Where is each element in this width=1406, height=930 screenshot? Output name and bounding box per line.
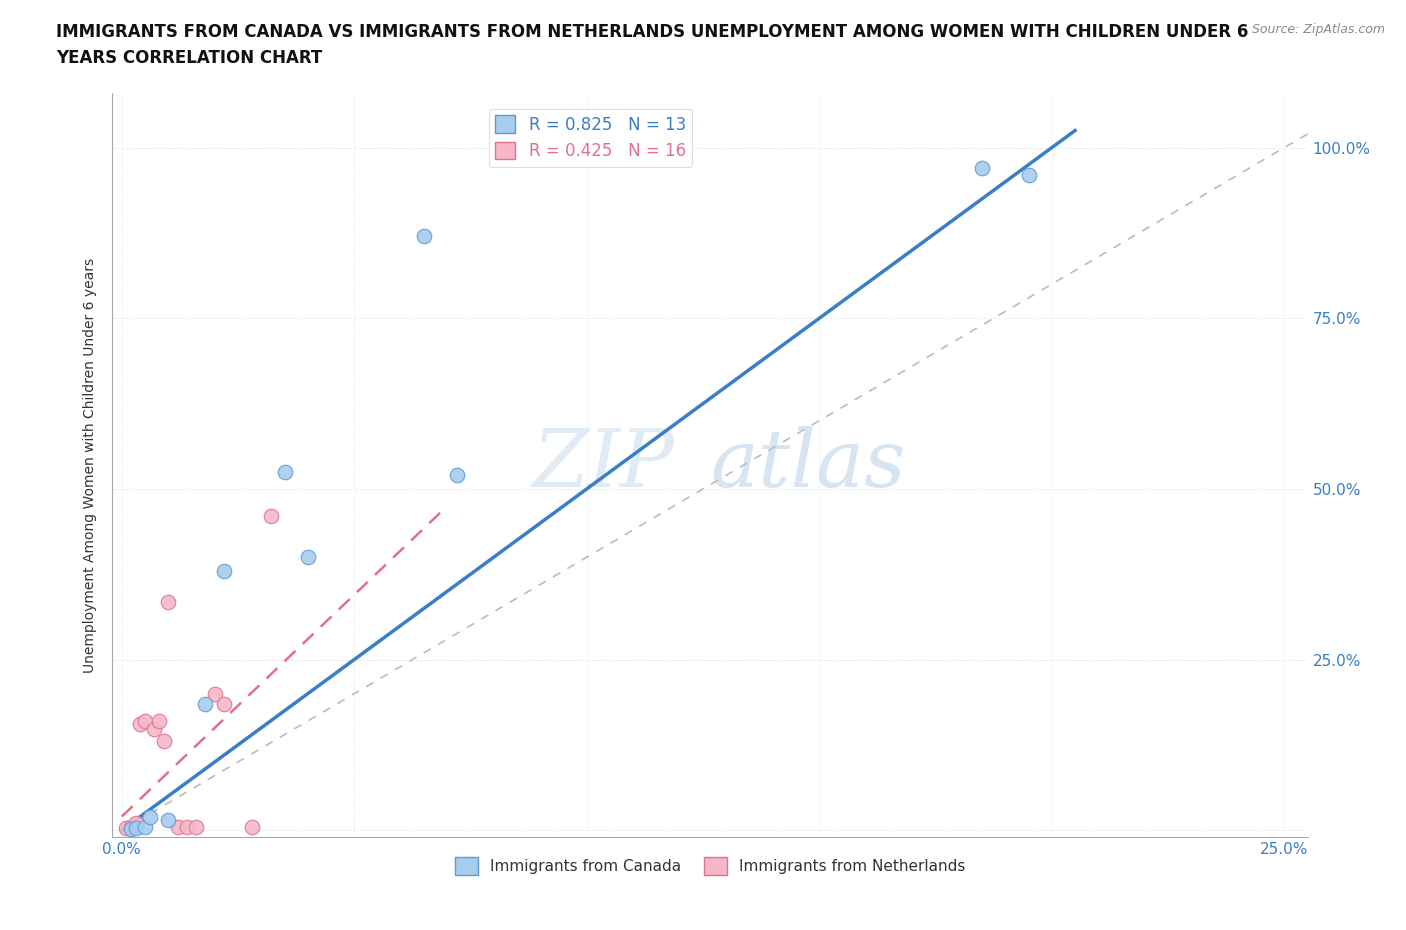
Point: [134, 819, 156, 834]
Point: [212, 564, 235, 578]
Point: [120, 819, 142, 834]
Point: [138, 809, 160, 824]
Text: Source: ZipAtlas.com: Source: ZipAtlas.com: [1251, 23, 1385, 36]
Point: [120, 821, 142, 836]
Text: IMMIGRANTS FROM CANADA VS IMMIGRANTS FROM NETHERLANDS UNEMPLOYMENT AMONG WOMEN W: IMMIGRANTS FROM CANADA VS IMMIGRANTS FRO…: [56, 23, 1249, 41]
Point: [176, 819, 198, 834]
Point: [166, 819, 188, 834]
Point: [148, 713, 170, 728]
Point: [297, 550, 319, 565]
Point: [143, 722, 166, 737]
Y-axis label: Unemployment Among Women with Children Under 6 years: Unemployment Among Women with Children U…: [83, 258, 97, 672]
Point: [413, 229, 436, 244]
Point: [970, 161, 993, 176]
Point: [129, 717, 152, 732]
Point: [1018, 167, 1040, 182]
Point: [194, 697, 217, 711]
Point: [115, 820, 138, 835]
Point: [152, 734, 174, 749]
Point: [446, 468, 468, 483]
Point: [125, 820, 148, 835]
Text: atlas: atlas: [710, 426, 905, 504]
Point: [204, 686, 226, 701]
Point: [240, 819, 263, 834]
Point: [134, 713, 156, 728]
Point: [259, 509, 281, 524]
Point: [273, 464, 295, 479]
Legend: Immigrants from Canada, Immigrants from Netherlands: Immigrants from Canada, Immigrants from …: [449, 851, 972, 882]
Text: ZIP: ZIP: [533, 426, 675, 504]
Point: [186, 819, 208, 834]
Point: [212, 697, 235, 711]
Text: YEARS CORRELATION CHART: YEARS CORRELATION CHART: [56, 49, 322, 67]
Point: [157, 813, 180, 828]
Point: [125, 816, 148, 830]
Point: [157, 594, 180, 609]
